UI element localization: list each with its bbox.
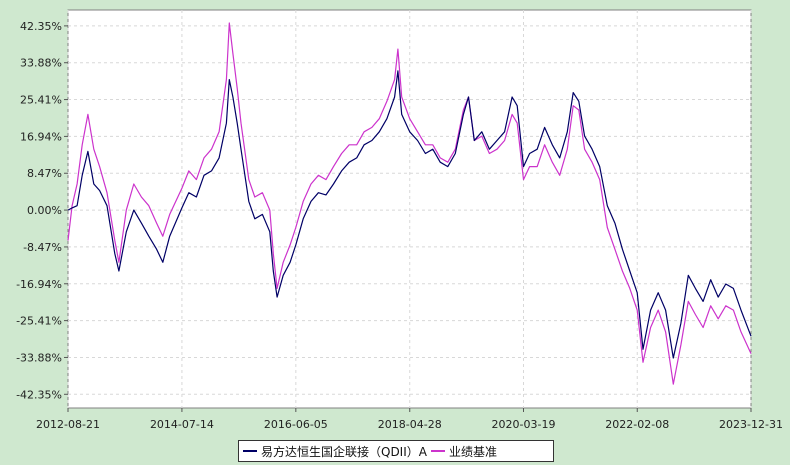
y-tick-label: 25.41% [20,94,62,107]
y-tick-label: -16.94% [16,278,62,291]
legend-label-benchmark: 业绩基准 [448,444,497,459]
legend-item-fund: 易方达恒生国企联接（QDII）A [243,443,427,460]
legend-item-benchmark: 业绩基准 [430,443,497,460]
y-tick-label: -25.41% [16,315,62,328]
series-line-fund [67,70,752,359]
series-line-benchmark [67,22,752,385]
y-tick-label: 16.94% [20,130,62,143]
y-tick-label: -42.35% [16,388,62,401]
x-axis-ticks: 2012-08-21 2014-07-14 2016-06-05 2018-04-28… [36,408,783,431]
x-tick-label: 2016-06-05 [264,418,328,431]
x-tick-label: 2023-12-31 [719,418,783,431]
y-tick-label: -33.88% [16,351,62,364]
y-tick-label: 42.35% [20,20,62,33]
x-tick-label: 2018-04-28 [378,418,442,431]
legend-swatch-benchmark [430,450,445,452]
x-tick-label: 2014-07-14 [150,418,214,431]
legend: 易方达恒生国企联接（QDII）A 业绩基准 [238,440,554,462]
x-tick-label: 2012-08-21 [36,418,100,431]
y-tick-label: 0.00% [27,204,62,217]
legend-label-fund: 易方达恒生国企联接（QDII）A [261,444,427,459]
y-tick-label: 8.47% [27,167,62,180]
x-tick-label: 2020-03-19 [492,418,556,431]
legend-swatch-fund [243,450,257,452]
x-tick-label: 2022-02-08 [605,418,669,431]
y-axis-ticks: 42.35% 33.88% 25.41% 16.94% 8.47% 0.00% -8.47%… [16,20,68,401]
grid-lines [67,10,752,408]
y-tick-label: 33.88% [20,57,62,70]
y-tick-label: -8.47% [23,241,62,254]
series-lines [67,22,752,385]
